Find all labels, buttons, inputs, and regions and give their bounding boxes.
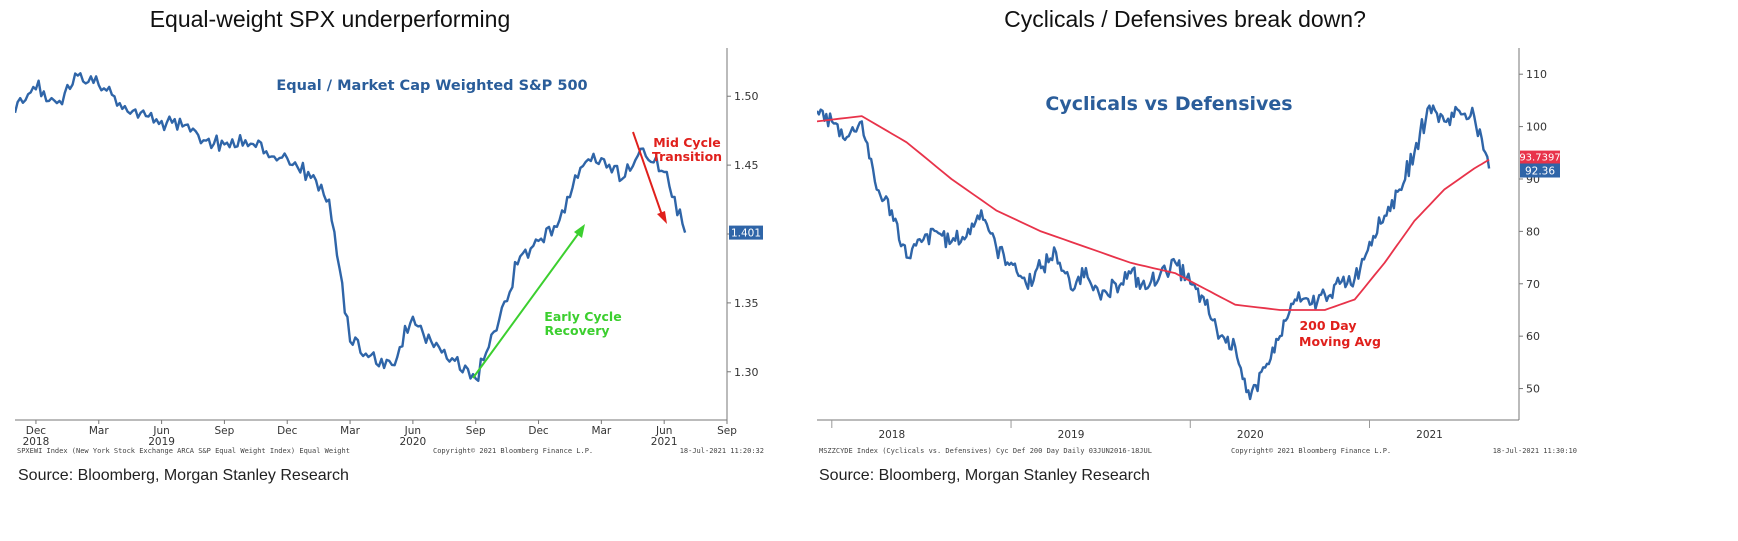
x-tick-label: 2019	[1058, 429, 1085, 441]
annotation-200-day: 200 Day	[1299, 318, 1356, 333]
last-value-label: 1.401	[731, 228, 761, 240]
annotation-transition: Transition	[652, 149, 722, 164]
x-tick-label: Mar	[591, 425, 611, 437]
annotation-early-cycle: Early Cycle	[544, 309, 621, 324]
x-tick-label: Mar	[89, 425, 109, 437]
plot-area	[817, 48, 1519, 420]
footer-timestamp: 18-Jul-2021 11:30:10	[1493, 447, 1577, 455]
last-value-tag: 1.401	[729, 225, 763, 240]
y-tick-label: 1.45	[734, 159, 759, 172]
x-tick-label: 2021	[1416, 429, 1443, 441]
right-source-note: Source: Bloomberg, Morgan Stanley Resear…	[819, 467, 1150, 484]
annotation-recovery: Recovery	[544, 323, 609, 338]
x-year-label: 2019	[148, 436, 175, 448]
right-panel-title: Cyclicals / Defensives break down?	[1004, 6, 1366, 32]
mid-cycle-arrow	[632, 131, 664, 219]
y-tick-label: 80	[1526, 225, 1540, 238]
y-tick-label: 70	[1526, 278, 1540, 291]
x-year-label: 2018	[23, 436, 50, 448]
x-year-label: 2020	[400, 436, 427, 448]
last-value-tags: 93.7397 92.36	[1519, 150, 1561, 178]
x-tick-label: 2020	[1237, 429, 1264, 441]
inner-chart-title: Equal / Market Cap Weighted S&P 500	[276, 78, 587, 94]
x-year-label: 2021	[651, 436, 678, 448]
x-tick-label: Dec	[528, 425, 549, 437]
y-tick-label: 1.30	[734, 366, 759, 379]
footer-copyright: Copyright© 2021 Bloomberg Finance L.P.	[1231, 447, 1391, 455]
x-tick-label: Dec	[26, 425, 47, 437]
annotation-moving-avg: Moving Avg	[1299, 334, 1381, 349]
footer-copyright: Copyright© 2021 Bloomberg Finance L.P.	[433, 447, 593, 455]
footer-timestamp: 18-Jul-2021 11:20:32	[680, 447, 764, 455]
cd-last-value-label: 92.36	[1525, 166, 1555, 178]
main-series-line	[15, 72, 687, 382]
x-tick-label: Jun	[152, 425, 169, 437]
footer-index-description: MSZZCYDE Index (Cyclicals vs. Defensives…	[819, 447, 1152, 455]
early-cycle-arrowhead	[574, 224, 585, 238]
annotation-mid-cycle: Mid Cycle	[653, 135, 721, 150]
ma-last-value-label: 93.7397	[1519, 153, 1560, 164]
x-tick-label: 2018	[878, 429, 905, 441]
main-series-line	[817, 104, 1491, 401]
x-tick-label: Dec	[277, 425, 298, 437]
y-tick-label: 1.35	[734, 297, 759, 310]
x-tick-label: Sep	[466, 425, 486, 437]
moving-average-line	[817, 115, 1490, 311]
left-source-note: Source: Bloomberg, Morgan Stanley Resear…	[18, 467, 349, 484]
y-tick-label: 110	[1526, 68, 1547, 81]
early-cycle-arrow	[472, 229, 582, 379]
plot-area	[15, 48, 727, 420]
y-tick-label: 100	[1526, 121, 1547, 134]
y-tick-label: 50	[1526, 383, 1540, 396]
left-panel-title: Equal-weight SPX underperforming	[149, 6, 511, 32]
left-chart: 1.501.451.401.351.30 Dec2018MarJun2019Se…	[15, 48, 764, 455]
x-tick-label: Sep	[215, 425, 235, 437]
x-tick-label: Jun	[655, 425, 672, 437]
mid-cycle-arrowhead	[657, 211, 667, 224]
x-tick-label: Mar	[340, 425, 360, 437]
footer-index-description: SPXEWI Index (New York Stock Exchange AR…	[17, 447, 350, 455]
y-tick-label: 1.50	[734, 90, 759, 103]
inner-chart-title: Cyclicals vs Defensives	[1045, 93, 1292, 115]
x-tick-label: Sep	[717, 425, 737, 437]
x-tick-label: Jun	[404, 425, 421, 437]
y-tick-label: 60	[1526, 330, 1540, 343]
